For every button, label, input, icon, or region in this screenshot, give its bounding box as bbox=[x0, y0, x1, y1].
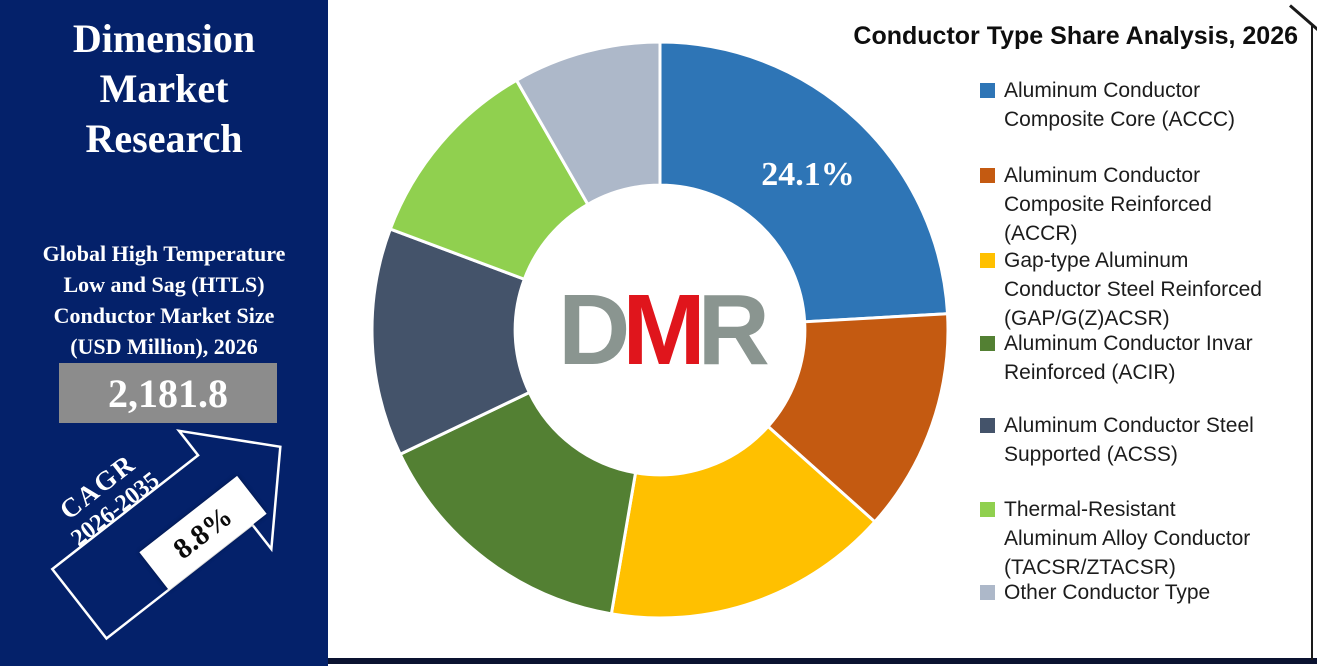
donut-slice bbox=[398, 390, 638, 616]
logo-letter-d: D bbox=[558, 274, 630, 386]
donut-slice bbox=[658, 40, 950, 324]
brand-title: Dimension Market Research bbox=[0, 14, 328, 164]
brand-sidebar: Dimension Market Research Global High Te… bbox=[0, 0, 328, 666]
market-size-label-line: Low and Sag (HTLS) bbox=[63, 272, 265, 297]
slice-label-accc: 24.1% bbox=[761, 156, 855, 193]
logo-letter-r: R bbox=[697, 274, 770, 386]
donut-slice bbox=[609, 424, 877, 620]
brand-title-line: Research bbox=[85, 116, 243, 161]
brand-title-line: Market bbox=[99, 66, 229, 111]
market-size-label: Global High Temperature Low and Sag (HTL… bbox=[0, 238, 328, 362]
donut-chart bbox=[370, 40, 950, 620]
brand-title-line: Dimension bbox=[72, 16, 256, 61]
market-size-label-line: Conductor Market Size bbox=[53, 303, 275, 328]
chart-title: Conductor Type Share Analysis, 2026 bbox=[853, 22, 1298, 50]
market-size-value-box: 2,181.8 bbox=[59, 363, 277, 423]
bottom-border bbox=[328, 658, 1317, 664]
donut-slice bbox=[370, 227, 532, 457]
chart-area: Conductor Type Share Analysis, 2026 24.1… bbox=[328, 0, 1317, 666]
donut-slice bbox=[388, 78, 590, 282]
market-size-label-line: (USD Million), 2026 bbox=[70, 334, 258, 359]
logo-letter-m: M bbox=[622, 274, 705, 386]
right-border bbox=[1311, 26, 1313, 660]
market-size-value: 2,181.8 bbox=[108, 370, 228, 416]
market-size-label-line: Global High Temperature bbox=[42, 241, 286, 266]
donut-slice bbox=[514, 40, 662, 207]
dmr-logo: DMR bbox=[558, 280, 770, 380]
